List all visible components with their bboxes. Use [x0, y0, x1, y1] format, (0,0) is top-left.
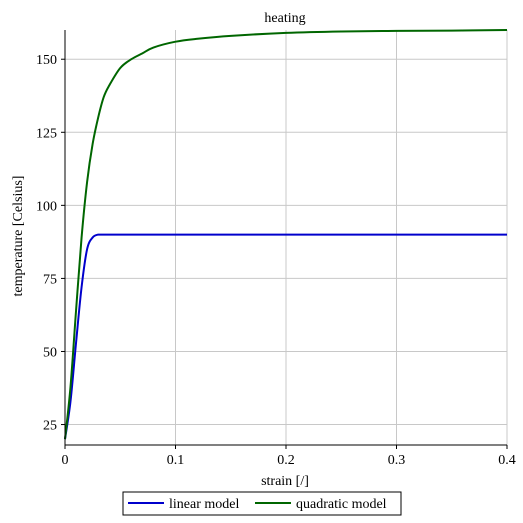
x-ticks: 0 0.1 0.2 0.3 0.4: [62, 445, 516, 468]
y-ticks: 25 50 75 100 125 150: [36, 53, 65, 434]
series-line-quadratic-model: [64, 29, 508, 440]
y-tick-label: 50: [43, 345, 57, 360]
x-tick-label: 0.3: [388, 453, 406, 468]
grid: [65, 30, 508, 445]
legend: linear model quadratic model: [122, 491, 402, 516]
y-tick-label: 150: [36, 53, 57, 68]
x-axis-label: strain [/]: [261, 474, 309, 489]
y-axis-label: temperature [Celsius]: [11, 176, 26, 297]
x-tick-label: 0.4: [498, 453, 516, 468]
legend-label: quadratic model: [296, 497, 387, 512]
y-tick-label: 100: [36, 199, 57, 214]
y-tick-label: 75: [43, 272, 57, 287]
legend-label: linear model: [169, 497, 239, 512]
y-tick-label: 25: [43, 419, 57, 434]
series-layer: [64, 29, 508, 440]
y-tick-label: 125: [36, 126, 57, 141]
chart-title: heating: [264, 11, 305, 26]
series-line-linear-model: [64, 233, 507, 440]
x-tick-label: 0: [62, 453, 69, 468]
x-tick-label: 0.1: [167, 453, 185, 468]
x-tick-label: 0.2: [277, 453, 295, 468]
